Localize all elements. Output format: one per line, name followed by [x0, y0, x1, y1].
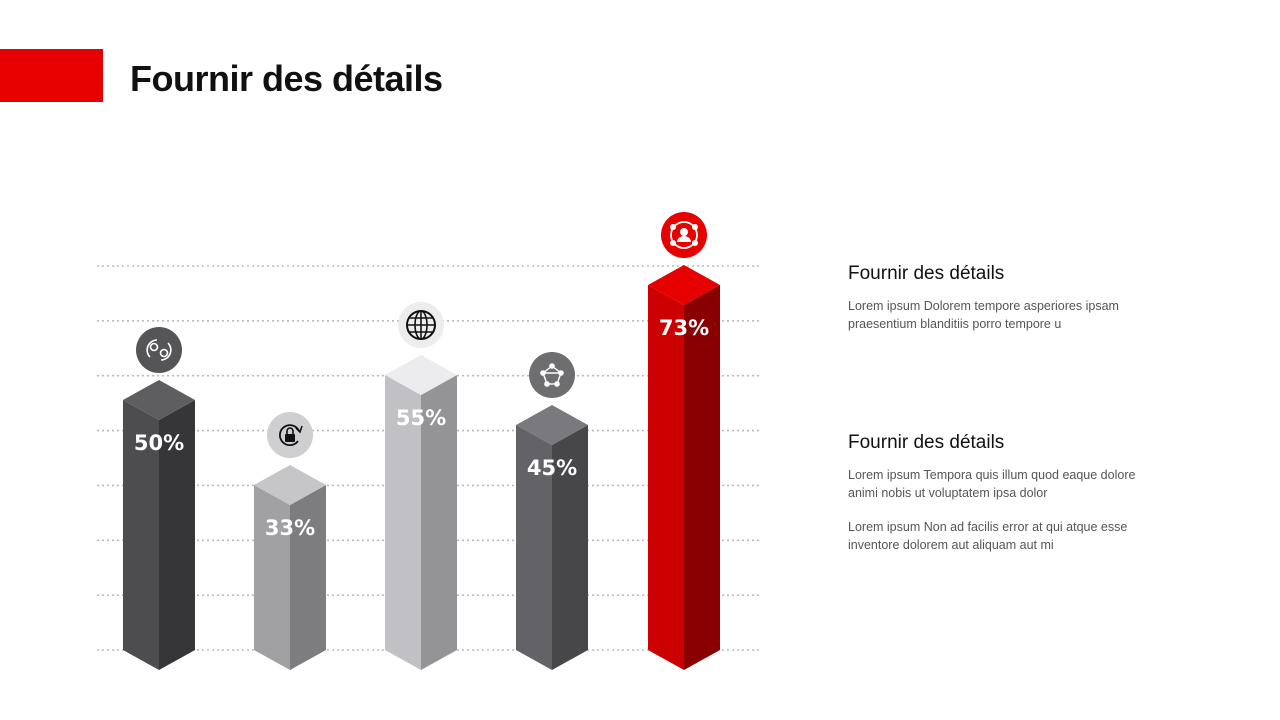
info-text: Lorem ipsum Dolorem tempore asperiores i… [848, 299, 1119, 331]
bar-face-top [123, 380, 195, 420]
bar-face-right [552, 425, 588, 670]
globe-icon [398, 302, 444, 348]
bar-face-top [254, 465, 326, 505]
bar-face-right [290, 485, 326, 670]
lock-refresh-icon [267, 412, 313, 458]
bar-value-label: 55% [396, 406, 446, 430]
bar [254, 465, 326, 670]
info-text: Lorem ipsum Non ad facilis error at qui … [848, 520, 1128, 552]
network-icon [529, 352, 575, 398]
bar [648, 265, 720, 670]
accent-block [0, 49, 103, 102]
info-block-1: Fournir des détails Lorem ipsum Dolorem … [848, 263, 1148, 349]
info-heading: Fournir des détails [848, 432, 1005, 453]
team-circle-icon [661, 212, 707, 258]
bar-chart: 50% 33% 55% 45% 73% [97, 212, 760, 670]
bar-value-label: 45% [527, 456, 577, 480]
bar [516, 405, 588, 670]
bar-face-right [684, 285, 720, 670]
info-text: Lorem ipsum Tempora quis illum quod eaqu… [848, 468, 1136, 500]
bar-value-label: 33% [265, 516, 315, 540]
info-heading: Fournir des détails [848, 263, 1005, 284]
bar [385, 355, 457, 670]
bar-face-left [123, 400, 159, 670]
bar-face-left [385, 375, 421, 670]
bar-face-right [159, 400, 195, 670]
bar-face-top [648, 265, 720, 305]
bar-value-label: 73% [659, 316, 709, 340]
bar-face-top [516, 405, 588, 445]
bar-face-left [516, 425, 552, 670]
people-exchange-icon [136, 327, 182, 373]
bar [123, 380, 195, 670]
bar-face-left [254, 485, 290, 670]
page-title: Fournir des détails [130, 58, 443, 99]
bar-value-label: 50% [134, 431, 184, 455]
bar-face-left [648, 285, 684, 670]
info-block-2: Fournir des détails Lorem ipsum Tempora … [848, 432, 1148, 570]
bar-face-top [385, 355, 457, 395]
bar-face-right [421, 375, 457, 670]
